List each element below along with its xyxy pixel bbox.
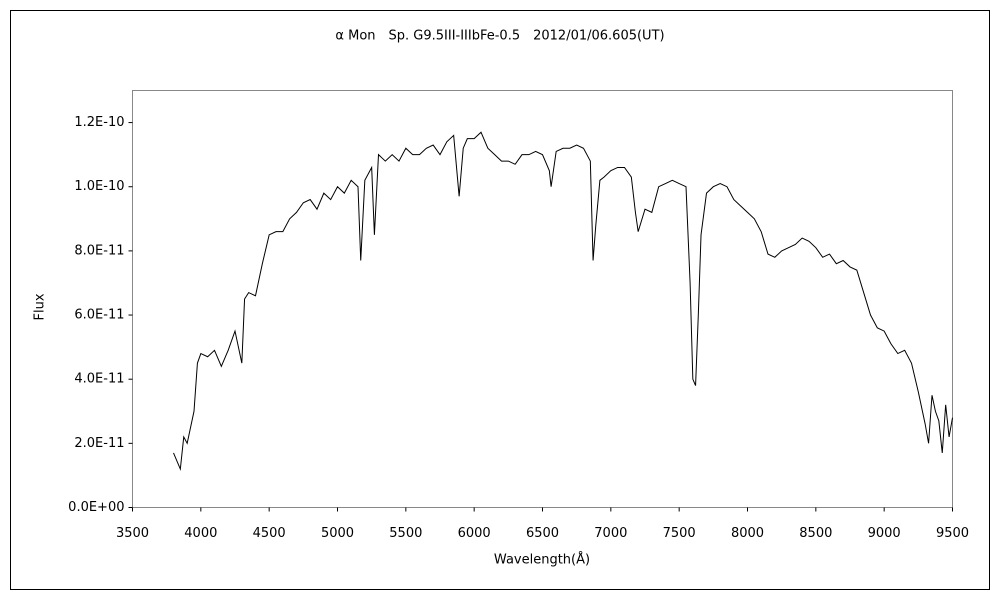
y-tick-label: 4.0E-11 — [74, 372, 124, 387]
chart-title: α Mon Sp. G9.5III-IIIbFe-0.5 2012/01/06.… — [335, 29, 664, 44]
x-tick-label: 3500 — [116, 526, 149, 541]
x-tick-label: 5000 — [321, 526, 354, 541]
x-tick-label: 8000 — [731, 526, 764, 541]
x-tick-label: 9500 — [936, 526, 969, 541]
y-axis-label: Flux — [33, 293, 48, 320]
x-axis-label: Wavelength(Å) — [494, 552, 590, 568]
x-tick-label: 9000 — [868, 526, 901, 541]
x-tick-label: 4500 — [253, 526, 286, 541]
y-tick-label: 8.0E-11 — [74, 243, 124, 258]
x-tick-label: 4000 — [184, 526, 217, 541]
y-tick-label: 1.0E-10 — [74, 179, 124, 194]
x-tick-label: 5500 — [389, 526, 422, 541]
spectrum-line — [173, 131, 953, 471]
x-tick-label: 7000 — [594, 526, 627, 541]
x-tick-label: 7500 — [663, 526, 696, 541]
plot-area — [132, 90, 953, 508]
x-tick-label: 6000 — [458, 526, 491, 541]
y-tick-label: 2.0E-11 — [74, 436, 124, 451]
y-tick-label: 1.2E-10 — [74, 115, 124, 130]
x-tick-label: 8500 — [799, 526, 832, 541]
y-tick-label: 6.0E-11 — [74, 308, 124, 323]
x-tick-label: 6500 — [526, 526, 559, 541]
y-tick-label: 0.0E+00 — [68, 500, 124, 515]
